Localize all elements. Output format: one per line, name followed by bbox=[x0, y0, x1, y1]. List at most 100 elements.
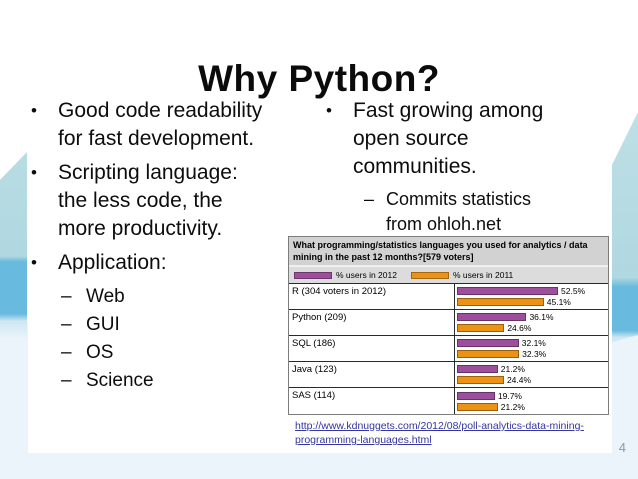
chart-bars-cell: 52.5% 45.1% bbox=[455, 284, 608, 309]
chart-row: R (304 voters in 2012) 52.5% 45.1% bbox=[289, 284, 608, 310]
bullet-readability: • Good code readability for fast develop… bbox=[31, 97, 323, 153]
bar-2011 bbox=[457, 298, 544, 306]
bar-line: 21.2% bbox=[457, 364, 605, 374]
chart-category-label: SAS (114) bbox=[289, 388, 455, 414]
sub-bullet-science: – Science bbox=[61, 367, 323, 395]
chart-category-label: Java (123) bbox=[289, 362, 455, 387]
bullet-marker: • bbox=[31, 163, 37, 182]
bar-2011 bbox=[457, 402, 498, 411]
bar-value: 45.1% bbox=[546, 297, 571, 307]
bullet-text: Good code readability for fast developme… bbox=[58, 97, 262, 153]
bullet-line: more productivity. bbox=[58, 217, 223, 240]
bar-value: 32.3% bbox=[522, 349, 547, 359]
bullet-line: the less code, the bbox=[58, 189, 223, 212]
bar-line: 21.2% bbox=[457, 401, 605, 412]
page-number: 4 bbox=[618, 440, 626, 455]
sub-bullet-line: from ohloh.net bbox=[386, 214, 502, 234]
bullet-marker: • bbox=[31, 253, 37, 272]
left-column: • Good code readability for fast develop… bbox=[31, 97, 323, 395]
bar-line: 52.5% bbox=[457, 286, 605, 296]
bar-line: 24.4% bbox=[457, 375, 605, 385]
bullet-application: • Application: bbox=[31, 249, 323, 277]
chart-bars-cell: 21.2% 24.4% bbox=[455, 362, 608, 387]
chart-row: SAS (114) 19.7% 21.2% bbox=[289, 388, 608, 414]
bar-line: 45.1% bbox=[457, 297, 605, 307]
bullet-text: Application: bbox=[58, 251, 167, 274]
bar-2012 bbox=[457, 313, 527, 321]
chart-category-label: SQL (186) bbox=[289, 336, 455, 361]
chart-rows: R (304 voters in 2012) 52.5% 45.1% Python (… bbox=[289, 284, 608, 414]
chart-category-label: Python (209) bbox=[289, 310, 455, 335]
bar-value: 24.4% bbox=[506, 375, 532, 385]
bullet-marker: • bbox=[31, 101, 37, 120]
chart-row: Java (123) 21.2% 24.4% bbox=[289, 362, 608, 388]
bar-line: 32.1% bbox=[457, 338, 605, 348]
bar-2012 bbox=[457, 391, 495, 400]
bullet-text: Scripting language: the less code, the m… bbox=[58, 159, 238, 243]
chart-bars-cell: 19.7% 21.2% bbox=[455, 388, 608, 414]
bar-2012 bbox=[457, 365, 498, 373]
bar-value: 32.1% bbox=[521, 338, 546, 348]
poll-chart: What programming/statistics languages yo… bbox=[288, 236, 609, 415]
chart-row: Python (209) 36.1% 24.6% bbox=[289, 310, 608, 336]
bar-line: 32.3% bbox=[457, 349, 605, 359]
dash-marker: – bbox=[61, 370, 72, 391]
dash-marker: – bbox=[61, 342, 72, 363]
chart-bars-cell: 32.1% 32.3% bbox=[455, 336, 608, 361]
sub-bullet-text: Commits statistics from ohloh.net bbox=[386, 187, 531, 237]
legend-label: % users in 2011 bbox=[452, 270, 514, 280]
bar-value: 21.2% bbox=[500, 364, 525, 374]
bar-2012 bbox=[457, 287, 558, 295]
bar-2011 bbox=[457, 324, 505, 332]
bar-value: 52.5% bbox=[561, 286, 586, 296]
bullet-scripting: • Scripting language: the less code, the… bbox=[31, 159, 323, 243]
dash-marker: – bbox=[61, 286, 72, 307]
bullet-line: Scripting language: bbox=[58, 161, 238, 184]
sub-bullet-label: GUI bbox=[86, 314, 120, 335]
bullet-text: Fast growing among open source communiti… bbox=[353, 97, 543, 181]
bar-value: 21.2% bbox=[500, 401, 525, 412]
chart-bars-cell: 36.1% 24.6% bbox=[455, 310, 608, 335]
chart-row: SQL (186) 32.1% 32.3% bbox=[289, 336, 608, 362]
dash-marker: – bbox=[364, 189, 375, 209]
bar-line: 19.7% bbox=[457, 390, 605, 401]
bar-line: 24.6% bbox=[457, 323, 605, 333]
sub-bullet-gui: – GUI bbox=[61, 311, 323, 339]
sub-bullet-commits: – Commits statistics from ohloh.net bbox=[364, 187, 618, 237]
chart-legend: % users in 2012 % users in 2011 bbox=[289, 267, 608, 284]
legend-item: % users in 2012 bbox=[294, 270, 397, 280]
slide-title: Why Python? bbox=[198, 57, 440, 99]
bullet-fast-growing: • Fast growing among open source communi… bbox=[326, 97, 618, 181]
bullet-line: for fast development. bbox=[58, 127, 255, 150]
bar-line: 36.1% bbox=[457, 312, 605, 322]
sub-bullet-line: Commits statistics bbox=[386, 189, 532, 209]
sub-bullet-label: OS bbox=[86, 342, 114, 363]
bar-2012 bbox=[457, 339, 519, 347]
source-link[interactable]: http://www.kdnuggets.com/2012/08/poll-an… bbox=[295, 420, 584, 446]
chart-category-label: R (304 voters in 2012) bbox=[289, 284, 455, 309]
chart-title: What programming/statistics languages yo… bbox=[289, 237, 608, 267]
bar-value: 36.1% bbox=[529, 312, 554, 322]
sub-bullet-label: Science bbox=[86, 370, 154, 391]
bar-value: 19.7% bbox=[497, 390, 522, 401]
bullet-line: Good code readability bbox=[58, 99, 263, 122]
legend-swatch bbox=[410, 271, 449, 279]
sub-bullet-os: – OS bbox=[61, 339, 323, 367]
bullet-marker: • bbox=[326, 101, 332, 120]
bullet-line: Fast growing among bbox=[353, 99, 544, 122]
right-accent-band bbox=[612, 330, 638, 479]
legend-label: % users in 2012 bbox=[336, 270, 397, 280]
sub-bullet-label: Web bbox=[86, 286, 125, 307]
bullet-line: communities. bbox=[353, 155, 477, 178]
legend-item: % users in 2011 bbox=[410, 270, 514, 280]
bar-value: 24.6% bbox=[507, 323, 532, 333]
left-ribbon-decoration bbox=[0, 152, 27, 338]
right-column: • Fast growing among open source communi… bbox=[326, 97, 618, 237]
sub-bullet-web: – Web bbox=[61, 283, 323, 311]
bullet-line: open source bbox=[353, 127, 469, 150]
bar-2011 bbox=[457, 350, 520, 358]
bar-2011 bbox=[457, 376, 504, 384]
legend-swatch bbox=[294, 271, 332, 279]
dash-marker: – bbox=[61, 314, 72, 335]
